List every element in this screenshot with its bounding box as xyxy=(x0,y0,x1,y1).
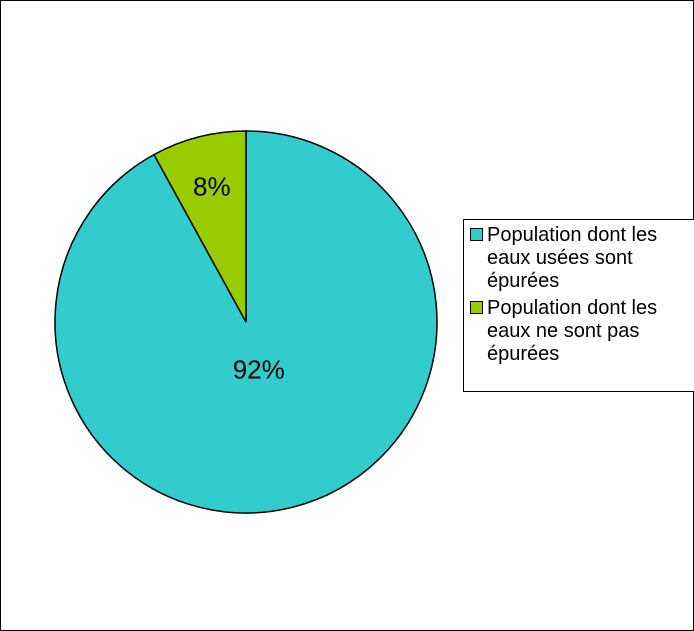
legend-label-epurees: Population dont les eaux usées sont épur… xyxy=(487,224,658,292)
pie-label-epurees: 92% xyxy=(233,354,285,384)
pie-slice-non-epurees xyxy=(152,130,247,323)
legend: Population dont les eaux usées sont épur… xyxy=(463,219,694,392)
legend-swatch-non-epurees xyxy=(470,301,483,314)
legend-item-epurees: Population dont les eaux usées sont épur… xyxy=(470,224,694,293)
pie-label-non-epurees: 8% xyxy=(193,172,231,202)
legend-swatch-epurees xyxy=(470,228,483,241)
pie-slices xyxy=(54,130,438,514)
legend-label-non-epurees: Population dont les eaux ne sont pas épu… xyxy=(487,297,658,365)
pie-slice-labels: 92% 8% xyxy=(193,172,285,385)
legend-item-non-epurees: Population dont les eaux ne sont pas épu… xyxy=(470,297,694,366)
